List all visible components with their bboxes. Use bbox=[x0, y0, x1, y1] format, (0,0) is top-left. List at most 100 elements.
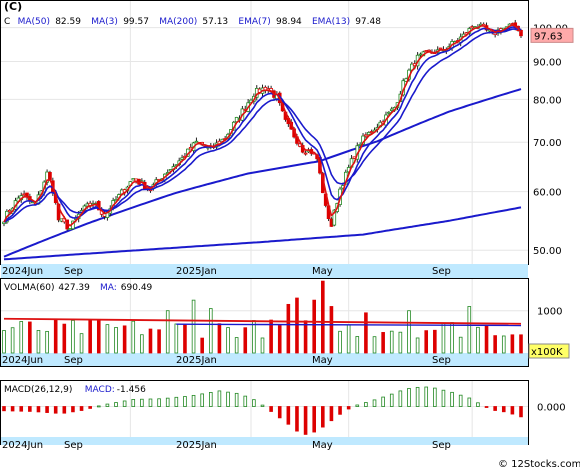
macd-bar bbox=[140, 398, 144, 407]
macd-bar bbox=[260, 404, 265, 407]
macd-bar bbox=[131, 399, 136, 407]
macd-bar bbox=[295, 406, 299, 432]
volume-bar bbox=[252, 320, 256, 354]
candle-body bbox=[68, 228, 72, 231]
volume-unit-badge-box bbox=[528, 343, 570, 359]
macd-bar bbox=[122, 400, 127, 407]
price-tick-label: 90.00 bbox=[533, 57, 562, 68]
ma50-layer bbox=[3, 88, 522, 258]
macd-bar bbox=[174, 396, 179, 407]
macd-bar bbox=[277, 406, 282, 419]
macd-bar bbox=[321, 406, 325, 428]
volume-bar bbox=[88, 319, 92, 354]
candle-body bbox=[366, 132, 371, 135]
x-axis-label: Sep bbox=[432, 266, 451, 277]
macd-bar bbox=[338, 406, 342, 415]
volume-bar bbox=[28, 321, 32, 354]
candle-body bbox=[332, 209, 337, 226]
macd-bar bbox=[2, 406, 6, 412]
macd-bar bbox=[303, 406, 308, 435]
macd-bar bbox=[71, 406, 75, 413]
volume-bar bbox=[321, 280, 325, 354]
ma200-layer bbox=[3, 206, 522, 261]
candle-body bbox=[329, 218, 334, 227]
candle-body bbox=[22, 193, 26, 196]
macd-bar bbox=[398, 390, 403, 407]
macd-bar bbox=[208, 392, 213, 407]
macd-bar bbox=[36, 406, 41, 413]
candle-body bbox=[254, 87, 259, 98]
macd-bar bbox=[157, 398, 161, 407]
macd-bar bbox=[45, 406, 49, 413]
volume-bar bbox=[458, 336, 463, 354]
legend-value: 97.48 bbox=[355, 17, 381, 27]
x-axis-label: 2024Jun bbox=[2, 440, 43, 451]
volume-bar bbox=[45, 330, 49, 354]
volume-bar bbox=[329, 306, 334, 354]
volume-bar bbox=[381, 332, 385, 354]
macd-legend-label: MACD: bbox=[85, 385, 115, 395]
macd-bar bbox=[200, 393, 204, 407]
grid-layer bbox=[1, 1, 528, 437]
legend-label: EMA(7) bbox=[238, 17, 270, 27]
candle-body bbox=[48, 172, 52, 181]
macd-bar bbox=[28, 406, 32, 412]
volume-bar bbox=[501, 335, 506, 354]
macd-panel-frame bbox=[0, 380, 529, 445]
candle-body bbox=[387, 111, 391, 114]
volume-bar bbox=[10, 327, 15, 354]
macd-bar bbox=[312, 406, 316, 433]
price-tick-label: 80.00 bbox=[533, 95, 562, 106]
macd-bar bbox=[355, 404, 360, 407]
volume-layer bbox=[2, 280, 523, 354]
volume-bar bbox=[53, 319, 58, 354]
legend-value: 99.57 bbox=[123, 17, 149, 27]
volume-bar bbox=[303, 320, 308, 354]
macd-bar bbox=[79, 406, 84, 411]
ema7-line bbox=[3, 26, 522, 223]
ma3-line bbox=[3, 24, 522, 227]
volume-bar bbox=[407, 310, 411, 354]
volume-bar bbox=[476, 326, 480, 354]
macd-bar bbox=[62, 406, 67, 414]
macd-legend-label: MACD(26,12,9) bbox=[4, 385, 72, 395]
candle-body bbox=[303, 152, 308, 155]
price-xlabel-strip bbox=[1, 264, 528, 278]
macd-bar bbox=[476, 402, 480, 407]
volume-bar bbox=[208, 308, 213, 354]
volume-bar bbox=[217, 323, 222, 354]
macd-bar bbox=[217, 390, 222, 407]
ma200-line bbox=[3, 206, 522, 261]
volume-bar bbox=[510, 334, 515, 354]
macd-bar bbox=[493, 406, 497, 411]
macd-bar bbox=[381, 396, 385, 407]
volume-bar bbox=[19, 321, 24, 354]
macd-bar bbox=[484, 406, 489, 408]
candle-body bbox=[85, 203, 90, 207]
volume-bar bbox=[355, 336, 360, 354]
candle-body bbox=[180, 157, 184, 160]
volume-bar bbox=[372, 336, 377, 354]
x-axis-label: Sep bbox=[432, 355, 451, 366]
candle-body bbox=[194, 140, 199, 143]
volume-bar bbox=[243, 327, 248, 354]
volume-bar bbox=[140, 334, 144, 354]
ema-layer bbox=[3, 24, 522, 227]
x-axis-label: May bbox=[312, 440, 333, 451]
volume-bar bbox=[183, 324, 187, 354]
x-axis-label: Sep bbox=[64, 440, 83, 451]
volume-bar bbox=[234, 337, 239, 354]
volume-bar bbox=[114, 326, 118, 354]
volume-bar bbox=[295, 297, 299, 354]
macd-bar bbox=[191, 394, 196, 407]
macd-bar bbox=[286, 406, 291, 425]
x-axis-label: Sep bbox=[64, 355, 83, 366]
volume-bar bbox=[519, 334, 523, 354]
volume-bar bbox=[277, 325, 282, 354]
volume-legend-value: 427.39 bbox=[58, 283, 90, 293]
volume-bar bbox=[131, 320, 136, 354]
volume-bar bbox=[346, 324, 351, 354]
volume-bar bbox=[484, 325, 489, 354]
macd-bar bbox=[53, 406, 58, 414]
